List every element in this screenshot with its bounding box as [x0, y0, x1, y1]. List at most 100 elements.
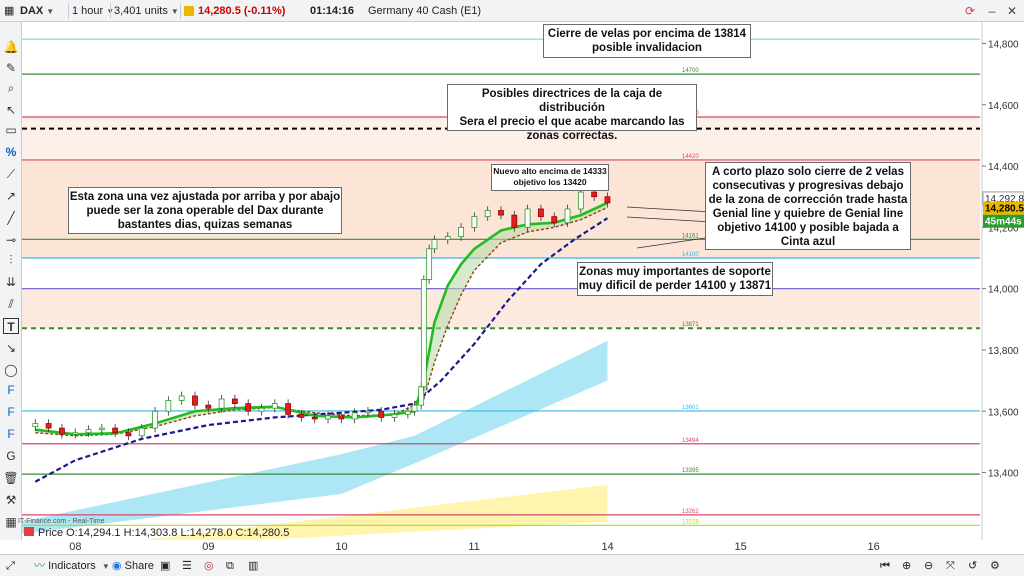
candle-body [420, 279, 427, 388]
pencil-icon[interactable]: ✎ [5, 61, 17, 75]
expand-icon[interactable]: ⤢ [6, 560, 15, 572]
parallel-icon[interactable]: ⫽ [8, 297, 14, 311]
chevron-down-icon: ▼ [170, 7, 179, 16]
candle-body [98, 427, 105, 431]
fit-icon[interactable]: ⤧ [946, 560, 955, 572]
timeframe-selector[interactable]: 1 hour▼ [72, 4, 114, 18]
data-source-label: IT-Finance.com - Real-Time [18, 518, 105, 525]
vertical-line-icon[interactable]: ⫶ [9, 253, 13, 267]
target-icon[interactable]: ◎ [204, 560, 214, 572]
settings-icon[interactable]: ⚙ [990, 560, 1000, 572]
list-icon[interactable]: ☰ [182, 560, 192, 572]
share-button[interactable]: ◉ Share [112, 559, 154, 573]
channel-icon[interactable]: ⇊ [5, 275, 17, 289]
y-tick-label: 14,600 [988, 101, 1019, 112]
ellipse-icon[interactable]: ◯ [4, 363, 18, 377]
x-tick-label: 08 [69, 541, 82, 553]
minimize-icon[interactable]: ‒ [988, 4, 996, 18]
candle-body [404, 410, 411, 415]
cursor-icon[interactable]: ↖ [5, 103, 17, 117]
arrow-icon[interactable]: ↘ [5, 341, 17, 355]
chart-area[interactable]: 1481414700145601442014161141001400013871… [18, 22, 1024, 549]
annotation-new-high[interactable]: Nuevo alto encima de 14333 objetivo los … [491, 164, 609, 191]
annotation-support-zones[interactable]: Zonas muy importantes de soporte muy dif… [577, 262, 773, 296]
level-label: 13228 [682, 519, 699, 525]
last-price-tag-label: 14,280.5 [985, 204, 1024, 215]
sync-icon[interactable]: ⟳ [964, 4, 976, 18]
camera-icon[interactable]: ▣ [160, 560, 171, 572]
fibonacci-fan-icon[interactable]: F [7, 405, 15, 419]
candle-body [564, 208, 571, 224]
last-price: 14,280.5 (-0.11%) [198, 5, 286, 17]
candle-body [365, 410, 371, 414]
candle-body [577, 191, 584, 210]
candle-body [325, 415, 331, 420]
units-selector[interactable]: 3,401 units ▼ [114, 4, 179, 18]
y-tick-label: 14,800 [988, 39, 1019, 50]
divider [68, 3, 69, 19]
trendline-icon[interactable]: ⟋ [6, 167, 16, 181]
zoom-icon[interactable]: ⌕ [7, 81, 15, 95]
close-icon[interactable]: ✕ [1006, 4, 1018, 18]
zoom-in-icon[interactable]: ⊕ [902, 560, 912, 572]
y-tick-label: 14,400 [988, 162, 1019, 173]
annotation-line: objetivo 14100 y posible bajada a [717, 222, 899, 234]
ohlc-legend: Price O:14,294.1 H:14,303.8 L:14,278.0 C… [24, 527, 289, 539]
alert-bell-icon[interactable]: 🔔 [3, 40, 19, 54]
candle-body [165, 400, 172, 412]
text-tool-icon[interactable]: T [3, 318, 19, 334]
x-tick-label: 09 [202, 541, 215, 553]
menu-icon[interactable]: ▦ [4, 5, 15, 17]
symbol-selector[interactable]: DAX ▼ [20, 4, 54, 18]
annotation-operable-zone[interactable]: Esta zona una vez ajustada por arriba y … [68, 187, 342, 234]
candle-body [538, 208, 544, 218]
candle-body [444, 236, 451, 241]
layers-icon[interactable]: ⧉ [226, 560, 234, 572]
price-color-icon [184, 6, 194, 16]
grid-icon[interactable]: ▥ [248, 560, 259, 572]
ruler-icon[interactable]: ▭ [5, 123, 17, 137]
percent-icon[interactable]: % [5, 145, 17, 159]
candle-body [426, 248, 433, 280]
y-tick-label: 13,600 [988, 407, 1019, 418]
level-label: 13494 [682, 438, 699, 444]
y-tick-label: 14,000 [988, 285, 1019, 296]
lock-icon[interactable]: ▦ [5, 515, 17, 529]
scroll-start-icon[interactable]: ⏮ [880, 560, 890, 572]
fibonacci-icon[interactable]: F [7, 383, 15, 397]
candle-body [351, 412, 358, 420]
indicators-label: Indicators [48, 560, 96, 572]
zoom-out-icon[interactable]: ⊖ [924, 560, 934, 572]
level-label: 14420 [682, 154, 699, 160]
instrument-name: Germany 40 Cash (E1) [368, 5, 482, 17]
share-label: Share [124, 560, 155, 572]
annotation-line: objetivo los 13420 [513, 177, 587, 187]
trash-icon[interactable]: 🗑 [3, 471, 19, 485]
share-icon: ◉ [112, 560, 122, 572]
annotation-short-term[interactable]: A corto plazo solo cierre de 2 velas con… [705, 162, 911, 250]
annotation-line: zonas correctas. [526, 130, 618, 142]
diagonal-line-icon[interactable]: ╱ [7, 211, 15, 225]
ray-icon[interactable]: ↗ [5, 189, 17, 203]
fibonacci-arc-icon[interactable]: F [7, 427, 15, 441]
y-tick-label: 14,200 [988, 223, 1019, 234]
candle-body [192, 395, 198, 406]
gann-icon[interactable]: G [6, 449, 16, 463]
indicators-button[interactable]: 〰 Indicators ▼ [34, 559, 110, 573]
candle-body [59, 427, 65, 435]
tools-icon[interactable]: ⚒ [5, 493, 17, 507]
annotation-invalidation[interactable]: Cierre de velas por encima de 13814 posi… [543, 24, 751, 58]
candle-body [418, 386, 425, 406]
candle-body [32, 423, 39, 427]
annotation-line: Cinta azul [780, 236, 836, 248]
horizontal-line-icon[interactable]: ⊸ [5, 233, 17, 247]
top-toolbar: ▦ DAX▼ 1 hour▼ 3,401 units▼ 14,280.5 (-0… [0, 0, 1024, 22]
candle-body [591, 191, 598, 198]
annotation-line: muy dificil de perder 14100 y 13871 [578, 280, 772, 292]
reset-icon[interactable]: ↺ [968, 560, 978, 572]
yellow-band [141, 484, 608, 547]
annotation-distribution-box[interactable]: Posibles directrices de la caja de distr… [447, 84, 697, 142]
x-tick-label: 15 [734, 541, 747, 553]
drawing-toolbar: 🔔 ✎ ⌕ ↖ ▭ % ⟋ ↗ ╱ ⊸ ⫶ ⇊ ⫽ T ↘ ◯ F F F G … [0, 22, 22, 540]
price-series-swatch [24, 527, 34, 536]
